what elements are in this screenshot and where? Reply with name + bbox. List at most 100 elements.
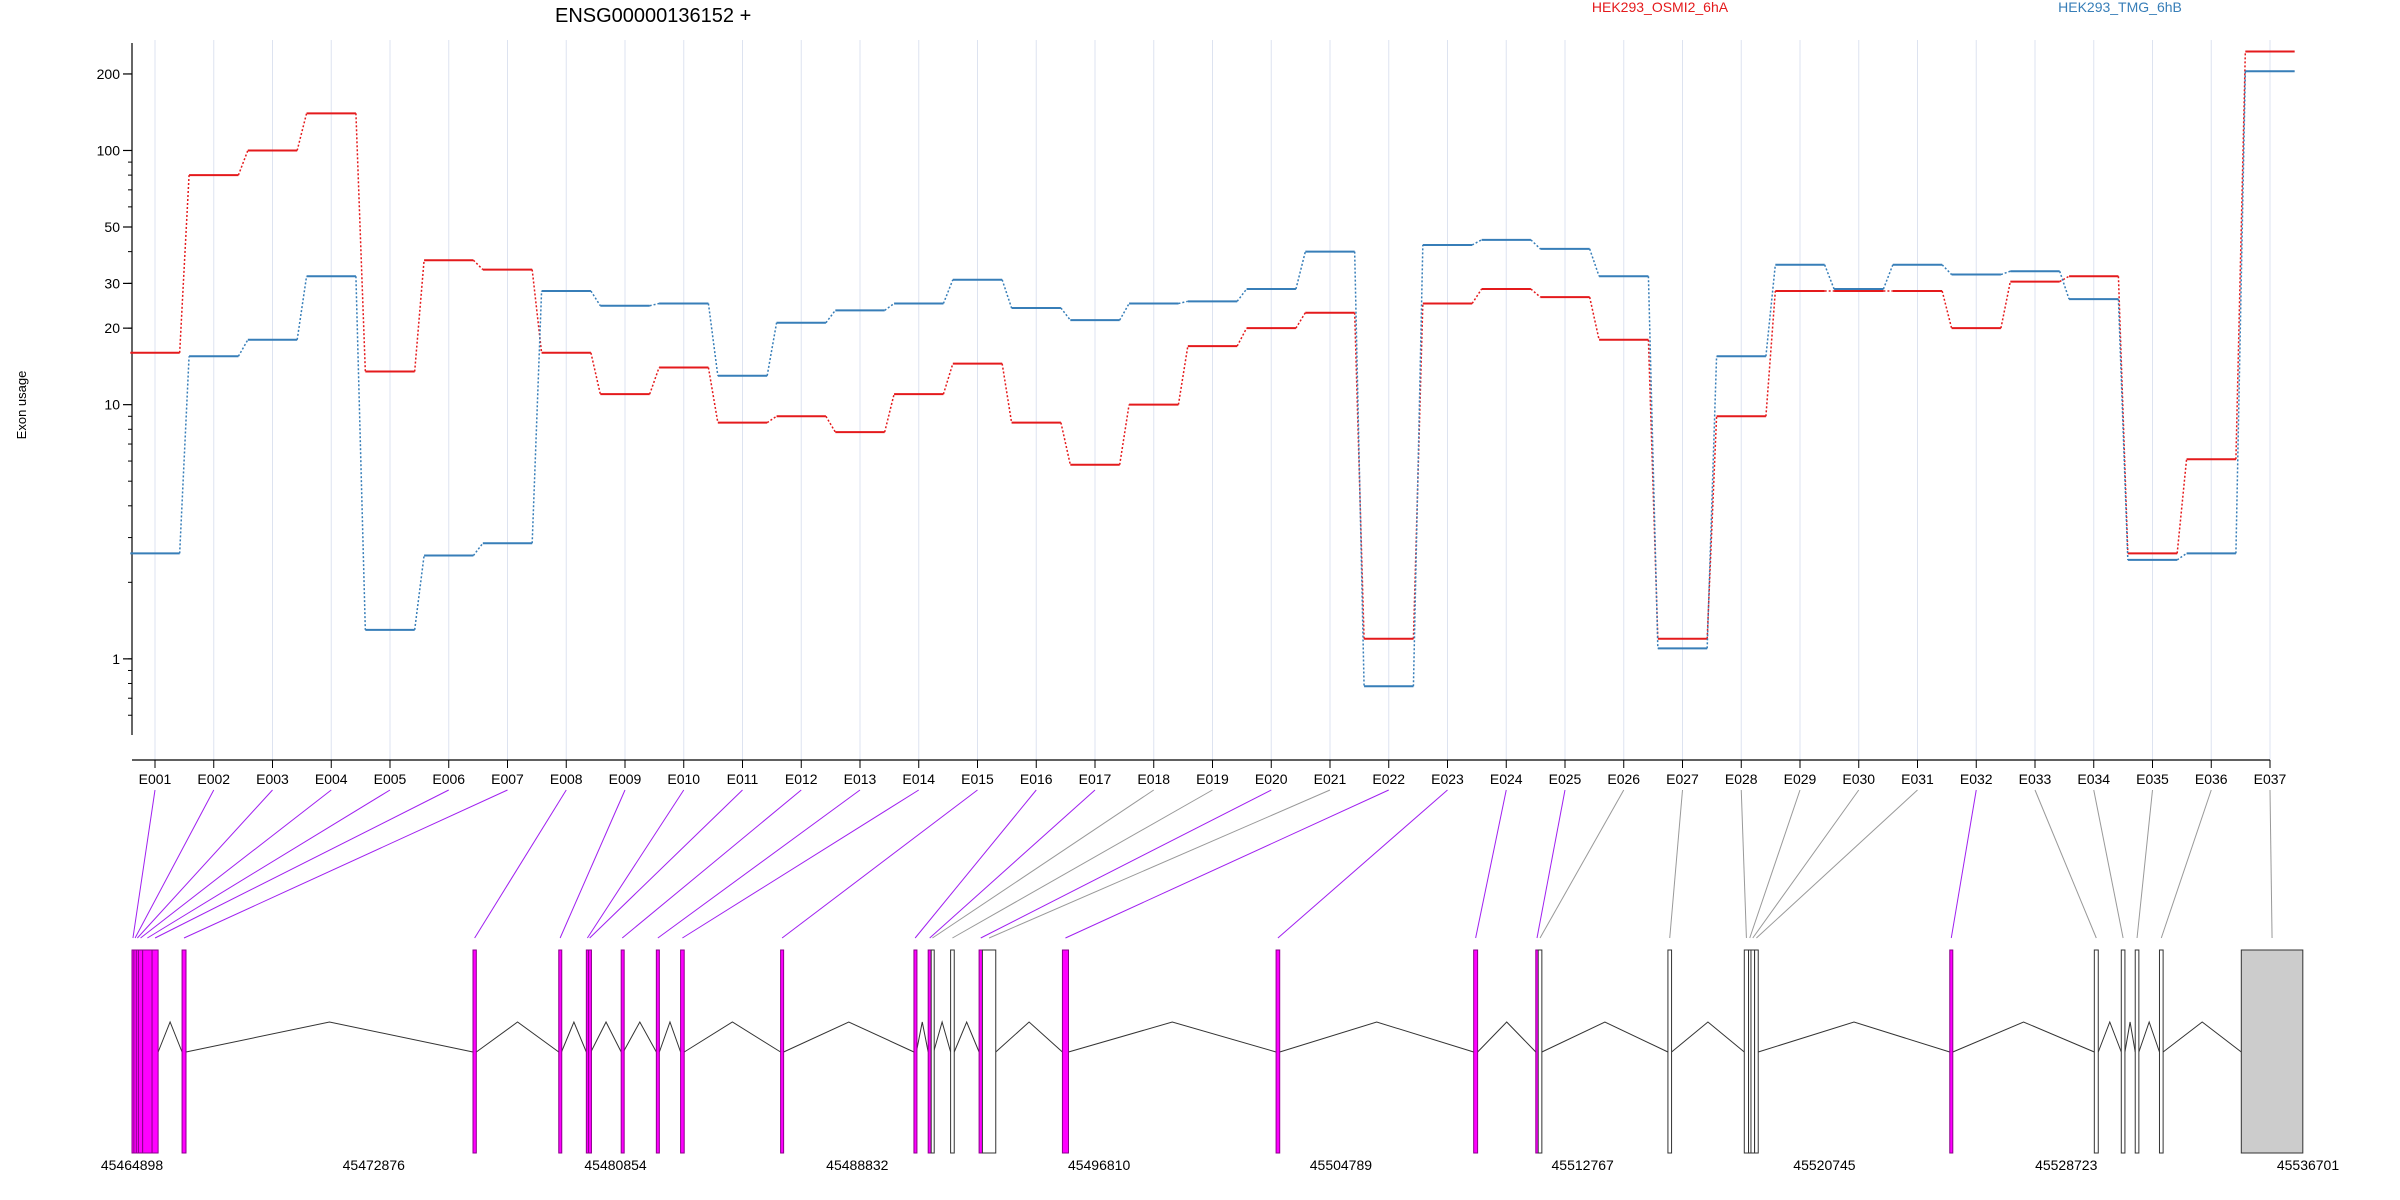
connector-E017 [929, 789, 1096, 939]
series-2-connector [1941, 264, 1953, 276]
connector-E023 [1277, 789, 1448, 939]
intron-E035-E036 [2138, 1020, 2160, 1053]
connector-E033 [2034, 789, 2097, 939]
connector-E006 [154, 789, 449, 939]
series-2-connector [766, 322, 778, 376]
x-tick-label-E032: E032 [1960, 771, 1993, 787]
exon-box-E033 [2093, 949, 2099, 1154]
connector-E018 [932, 789, 1155, 939]
series-2-connector [1823, 264, 1835, 290]
connector-E035 [2136, 789, 2153, 939]
x-tick-label-E015: E015 [961, 771, 994, 787]
x-tick-label-E003: E003 [256, 771, 289, 787]
exon-box-E020 [978, 949, 983, 1154]
x-tick-label-E019: E019 [1196, 771, 1229, 787]
exon-box-E008 [472, 949, 477, 1154]
x-tick-label-E034: E034 [2077, 771, 2110, 787]
exon-box-E009 [558, 949, 563, 1154]
series-1-connector [766, 415, 777, 424]
exon-box-E026 [1537, 949, 1543, 1154]
series-1-connector [648, 367, 660, 395]
exon-box-E035 [2134, 949, 2140, 1154]
intron-E007-E008 [185, 1021, 474, 1053]
x-tick-label-E009: E009 [609, 771, 642, 787]
series-1-connector [1236, 327, 1248, 347]
series-2-connector [2176, 552, 2188, 561]
x-tick-label-E026: E026 [1607, 771, 1640, 787]
coordinate-label-45464898: 45464898 [101, 1157, 164, 1173]
series-2-connector [2058, 270, 2070, 300]
series-2-connector [1588, 248, 1600, 277]
intron-E012-E013 [622, 1020, 657, 1053]
exon-box-E007 [181, 949, 187, 1154]
x-tick-label-E030: E030 [1842, 771, 1875, 787]
connector-E001 [132, 789, 156, 939]
series-1-connector [472, 259, 484, 271]
connector-E005 [147, 789, 391, 939]
series-2-connector [590, 290, 601, 307]
series-2-connector [707, 303, 719, 376]
x-tick-label-E035: E035 [2136, 771, 2169, 787]
x-tick-label-E029: E029 [1784, 771, 1817, 787]
intron-E014-E015 [683, 1021, 781, 1053]
intron-E019-E020 [953, 1020, 980, 1053]
exon-box-E028 [1743, 949, 1750, 1154]
y-tick-label-1: 1 [112, 651, 120, 667]
exon-box-E024 [1473, 949, 1479, 1154]
gridlines [154, 40, 2271, 760]
x-tick-label-E031: E031 [1901, 771, 1934, 787]
connector-E028 [1740, 789, 1747, 939]
series-2-connector [1412, 244, 1424, 687]
series-1-connector [590, 352, 602, 395]
chart-title: ENSG00000136152 + [555, 5, 751, 27]
series-1-connector [1118, 404, 1130, 465]
x-tick-label-E004: E004 [315, 771, 348, 787]
series-2-connector [296, 276, 308, 340]
y-axis: 1 10 20 30 50 100 200 [97, 43, 133, 735]
connector-E002 [134, 789, 215, 939]
exon-box-E013 [655, 949, 660, 1154]
connector-E016 [914, 789, 1037, 939]
connector-E011 [589, 789, 743, 939]
x-tick-label-E037: E037 [2254, 771, 2287, 787]
coordinate-label-45472876: 45472876 [343, 1157, 406, 1173]
series-2-connector [1765, 264, 1777, 357]
connector-E015 [781, 789, 978, 939]
gene-model [131, 949, 2304, 1154]
intron-E018-E019 [933, 1020, 952, 1053]
series-1-connector [883, 393, 895, 433]
x-tick-label-E027: E027 [1666, 771, 1699, 787]
x-tick-label-E021: E021 [1314, 771, 1347, 787]
connector-E030 [1752, 789, 1860, 939]
x-tick-label-E024: E024 [1490, 771, 1523, 787]
exon-connectors [132, 789, 2273, 939]
exon-box-E036 [2158, 949, 2164, 1154]
connector-E036 [2160, 789, 2212, 939]
x-tick-label-E022: E022 [1372, 771, 1405, 787]
connector-E010 [586, 789, 685, 939]
series-2-connector [1295, 251, 1307, 290]
intron-E006-E007 [157, 1020, 183, 1053]
legend-entry-1: HEK293_OSMI2_6hA [1592, 0, 1729, 15]
series-2-connector [1178, 300, 1188, 305]
intron-E009-E010 [561, 1020, 587, 1053]
intron-E021-E022 [995, 1021, 1063, 1053]
exon-box-E004 [137, 949, 144, 1154]
series-2-connector [1001, 279, 1013, 309]
x-tick-label-E007: E007 [491, 771, 524, 787]
exon-box-E012 [620, 949, 625, 1154]
series-1-connector [1177, 345, 1189, 405]
series-2-connector [355, 276, 367, 630]
series-1-connector [1001, 363, 1013, 423]
x-tick-label-E011: E011 [727, 771, 759, 787]
legend-entry-2: HEK293_TMG_6hB [2058, 0, 2182, 15]
intron-E031-E032 [1758, 1021, 1950, 1053]
exon-box-E005 [142, 949, 153, 1154]
series-1-connector [1295, 312, 1306, 329]
series-1-connector [1706, 416, 1718, 639]
exon-box-E014 [680, 949, 685, 1154]
series-2-connector [825, 309, 836, 324]
genomic-coordinate-axis: 45464898 45472876 45480854 45488832 45496810… [101, 1157, 2340, 1173]
series-2-connector [942, 279, 954, 304]
